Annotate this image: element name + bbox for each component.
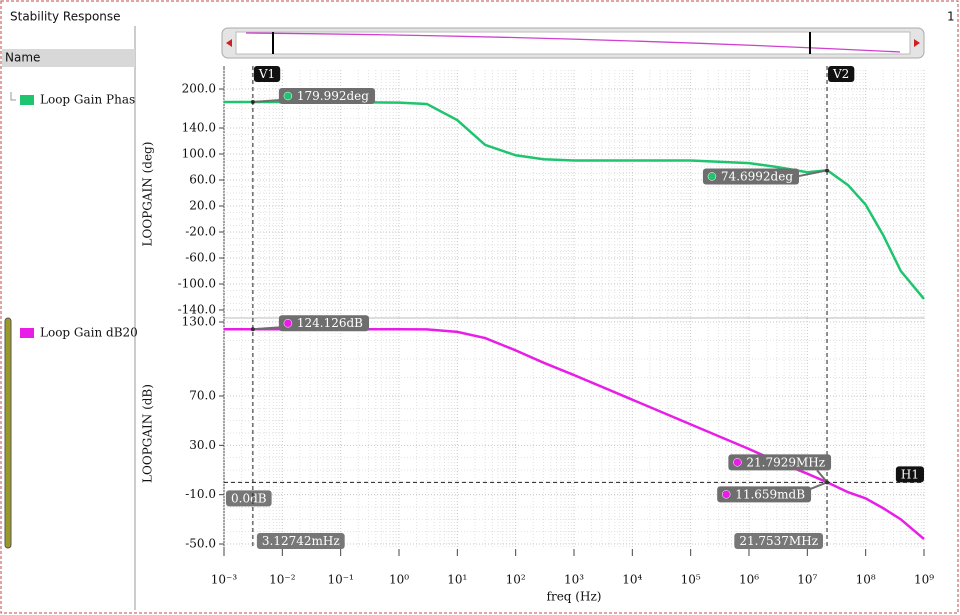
- x-tick-label: 10⁻³: [211, 573, 238, 587]
- x-tick-label: 10⁵: [681, 573, 701, 587]
- overview-window: [235, 31, 911, 55]
- annotation-label: 74.6992deg: [721, 169, 793, 183]
- annotation-box: [278, 88, 375, 105]
- annotation-label: 0.0dB: [231, 491, 267, 505]
- y-tick-label: -50.0: [185, 537, 216, 551]
- series-line: [224, 328, 925, 541]
- x-tick-label: 10⁶: [739, 573, 759, 587]
- annotation-box: [702, 168, 800, 185]
- x-tick-label: 10²: [506, 573, 526, 587]
- window-number: 1: [947, 10, 955, 24]
- annotation-box: [226, 490, 272, 507]
- data-point: [825, 168, 830, 173]
- y-tick-label: 20.0: [189, 199, 216, 213]
- annotation-leader: [796, 169, 828, 178]
- annotation-dot: [707, 172, 717, 181]
- legend-swatch: [20, 328, 34, 338]
- window-title: Stability Response: [10, 10, 121, 24]
- annotation-label: 21.7537MHz: [739, 534, 818, 548]
- x-tick-label: 10⁻²: [269, 573, 296, 587]
- annotation-label: V1: [258, 67, 275, 81]
- annotation-label: V2: [832, 67, 849, 81]
- annotation-label: 11.659mdB: [735, 487, 805, 501]
- annotation-leader: [252, 326, 281, 331]
- tree-connector: [10, 92, 16, 101]
- annotation-label: H1: [901, 467, 919, 481]
- annotation-label: 179.992deg: [297, 89, 369, 103]
- annotation-dot: [721, 490, 731, 499]
- y-tick-label: 200.0: [182, 82, 216, 96]
- annotation-box: [828, 66, 855, 82]
- y-tick-label: 140.0: [182, 121, 216, 135]
- annotation-box: [256, 533, 345, 549]
- data-point: [825, 480, 830, 485]
- annotation-box: [278, 315, 370, 332]
- y-tick-label: -10.0: [185, 487, 216, 501]
- y-axis-label: LOOPGAIN (dB): [141, 384, 155, 483]
- annotation-label: 3.12742mHz: [262, 534, 340, 548]
- x-tick-label: 10³: [564, 573, 584, 587]
- annotation-label: 21.7929MHz: [746, 455, 825, 469]
- x-tick-label: 10⁷: [797, 573, 817, 587]
- annotation-leader: [816, 469, 828, 483]
- x-tick-label: 10⁰: [389, 573, 409, 587]
- y-tick-label: -140.0: [178, 303, 216, 317]
- y-tick-label: -100.0: [178, 277, 216, 291]
- browser-header-bar: [2, 49, 135, 67]
- legend-label[interactable]: Loop Gain dB20: [40, 326, 138, 340]
- annotation-box: [717, 486, 812, 503]
- legend-swatch: [20, 95, 34, 105]
- x-tick-label: 10⁹: [914, 573, 934, 587]
- x-tick-label: 10⁸: [856, 573, 876, 587]
- annotation-label: 124.126dB: [297, 316, 363, 330]
- y-tick-label: 30.0: [189, 438, 216, 452]
- annotation-dot: [283, 318, 293, 328]
- annotation-leader: [806, 481, 828, 492]
- y-tick-label: 60.0: [189, 173, 216, 187]
- x-tick-label: 10¹: [447, 573, 467, 587]
- y-tick-label: -20.0: [185, 225, 216, 239]
- x-tick-label: 10⁻¹: [327, 573, 353, 587]
- x-tick-label: 10⁴: [622, 573, 642, 587]
- annotation-box: [253, 66, 281, 82]
- selection-bar: [4, 317, 12, 549]
- y-tick-label: -60.0: [185, 251, 216, 265]
- x-axis-label: freq (Hz): [547, 590, 602, 604]
- series-line: [224, 100, 925, 300]
- y-tick-label: 130.0: [182, 315, 216, 329]
- browser-header: Name: [5, 51, 40, 65]
- annotation-dot: [733, 458, 742, 467]
- y-tick-label: 100.0: [182, 147, 216, 161]
- legend-label[interactable]: Loop Gain Phas: [40, 93, 135, 107]
- annotation-box: [895, 466, 924, 483]
- annotation-box: [728, 454, 832, 471]
- annotation-dot: [283, 91, 293, 101]
- y-axis-label: LOOPGAIN (deg): [141, 142, 155, 247]
- overview-strip[interactable]: [221, 27, 925, 59]
- data-point: [250, 327, 255, 332]
- y-tick-label: 70.0: [189, 389, 216, 403]
- annotation-box: [734, 533, 824, 549]
- annotation-leader: [252, 99, 281, 104]
